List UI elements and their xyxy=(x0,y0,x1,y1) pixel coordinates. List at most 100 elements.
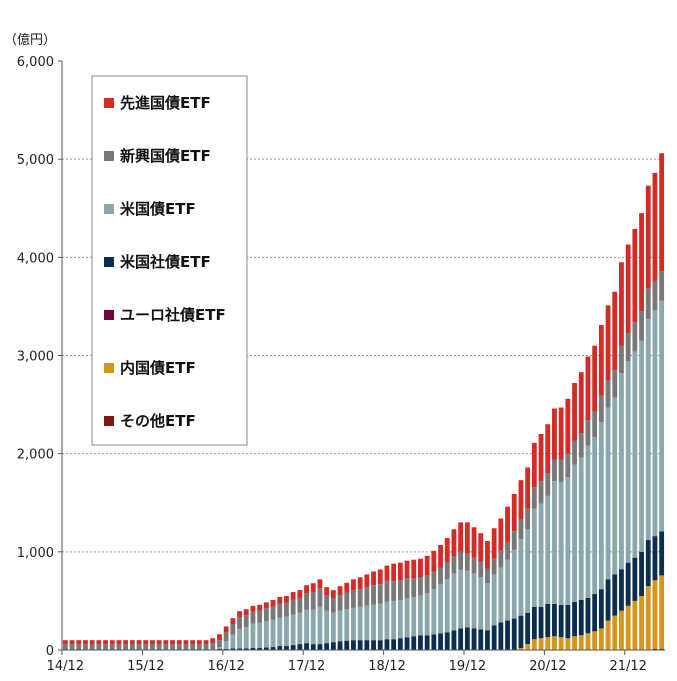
bar-segment-6-31 xyxy=(270,599,276,607)
bar-segment-4-50 xyxy=(397,599,403,639)
bar-segment-6-12 xyxy=(143,640,149,645)
bar-segment-5-49 xyxy=(391,581,397,601)
bar-segment-5-56 xyxy=(438,567,443,585)
bar-segment-3-56 xyxy=(438,633,443,650)
bar-segment-5-57 xyxy=(444,562,450,580)
bar-segment-4-60 xyxy=(464,570,470,628)
bar-segment-5-26 xyxy=(237,617,242,629)
legend-label: 内国債ETF xyxy=(120,359,196,377)
legend-swatch xyxy=(104,98,114,108)
bar-segment-4-38 xyxy=(317,606,323,645)
bar-segment-3-58 xyxy=(451,630,457,650)
bar-segment-6-67 xyxy=(511,493,517,532)
bar-segment-5-41 xyxy=(337,595,343,611)
bar-segment-4-68 xyxy=(518,539,524,616)
bar-segment-5-50 xyxy=(397,580,403,600)
bar-segment-5-76 xyxy=(572,440,577,465)
bar-segment-1-75 xyxy=(565,638,571,650)
bar-segment-6-47 xyxy=(377,569,383,585)
bar-segment-6-21 xyxy=(203,640,209,645)
bar-segment-4-83 xyxy=(619,373,624,570)
bar-segment-6-26 xyxy=(237,611,242,618)
x-tick-label: 20/12 xyxy=(529,659,566,674)
legend: 先進国債ETF 新興国債ETF 米国債ETF 米国社債ETF ユーロ社債ETF 内国債ET… xyxy=(91,75,248,446)
bar-segment-5-17 xyxy=(176,644,182,650)
bar-segment-4-61 xyxy=(471,573,477,629)
y-tick-label: 6,000 xyxy=(17,55,54,70)
bar-segment-5-35 xyxy=(297,597,303,613)
bar-segment-3-86 xyxy=(639,551,644,596)
bar-segment-4-59 xyxy=(458,569,464,629)
bar-segment-6-87 xyxy=(645,185,651,289)
bar-segment-6-15 xyxy=(163,640,169,645)
bar-segment-3-48 xyxy=(384,639,390,650)
bar-segment-5-70 xyxy=(531,487,537,509)
bar-segment-1-77 xyxy=(578,635,584,650)
bar-segment-4-71 xyxy=(538,503,544,607)
bar-segment-4-25 xyxy=(230,634,236,649)
legend-label: 先進国債ETF xyxy=(120,94,211,112)
bar-segment-5-59 xyxy=(458,551,464,570)
bar-segment-5-6 xyxy=(103,644,108,650)
bar-segment-6-88 xyxy=(652,172,658,281)
bar-segment-6-5 xyxy=(96,640,102,645)
bar-segment-3-69 xyxy=(525,612,531,645)
bar-segment-6-45 xyxy=(364,574,370,588)
bar-segment-6-66 xyxy=(505,506,510,543)
bar-segment-3-28 xyxy=(250,648,256,650)
bar-segment-5-66 xyxy=(505,542,510,560)
bar-segment-6-62 xyxy=(478,533,484,562)
bar-segment-3-59 xyxy=(458,628,464,650)
bar-segment-5-5 xyxy=(96,644,102,650)
bar-segment-5-68 xyxy=(518,519,524,540)
bar-segment-4-36 xyxy=(304,609,309,644)
bar-segment-3-36 xyxy=(304,643,309,650)
bar-segment-6-86 xyxy=(639,213,644,312)
bar-segment-5-40 xyxy=(330,597,336,613)
bar-segment-5-64 xyxy=(491,558,497,575)
bar-segment-4-30 xyxy=(263,621,269,648)
bar-segment-5-20 xyxy=(196,644,202,650)
bar-segment-4-62 xyxy=(478,577,484,630)
bar-segment-1-82 xyxy=(612,615,618,650)
bar-segment-6-0 xyxy=(62,640,68,645)
bar-segment-4-39 xyxy=(324,610,330,644)
bar-segment-3-44 xyxy=(357,640,363,650)
bar-segment-4-84 xyxy=(625,361,631,563)
bar-segment-4-88 xyxy=(652,310,658,537)
bar-segment-5-71 xyxy=(538,481,544,504)
bar-segment-5-11 xyxy=(136,644,142,650)
bar-segment-5-44 xyxy=(357,589,363,607)
bar-segment-4-86 xyxy=(639,340,644,552)
bar-stacks xyxy=(62,153,665,650)
bar-segment-3-64 xyxy=(491,625,497,650)
x-tick-label: 19/12 xyxy=(449,659,486,674)
bar-segment-5-10 xyxy=(129,644,135,650)
bar-segment-6-20 xyxy=(196,640,202,645)
bar-segment-6-39 xyxy=(324,587,330,596)
bar-segment-5-21 xyxy=(203,644,209,650)
bar-segment-4-31 xyxy=(270,619,276,648)
bar-segment-5-27 xyxy=(243,615,249,627)
bar-segment-5-80 xyxy=(598,395,604,423)
y-tick-label: 5,000 xyxy=(17,153,54,168)
bar-segment-3-70 xyxy=(531,606,537,640)
legend-label: 米国社債ETF xyxy=(120,253,211,271)
bar-segment-4-63 xyxy=(485,583,490,631)
y-tick-label: 4,000 xyxy=(17,251,54,266)
bar-segment-6-44 xyxy=(357,577,363,590)
bar-segment-3-26 xyxy=(237,648,242,650)
legend-label: ユーロ社債ETF xyxy=(120,306,226,324)
bar-segment-5-45 xyxy=(364,587,370,606)
bar-segment-5-86 xyxy=(639,311,644,341)
bar-segment-3-52 xyxy=(411,636,417,650)
bar-segment-6-84 xyxy=(625,244,631,333)
bar-segment-6-57 xyxy=(444,538,450,563)
bar-segment-5-19 xyxy=(190,644,196,650)
bar-segment-1-73 xyxy=(552,636,557,650)
bar-segment-4-57 xyxy=(444,579,450,633)
bar-segment-6-51 xyxy=(404,560,410,579)
bar-segment-6-25 xyxy=(230,618,236,624)
bar-segment-5-72 xyxy=(545,473,551,496)
